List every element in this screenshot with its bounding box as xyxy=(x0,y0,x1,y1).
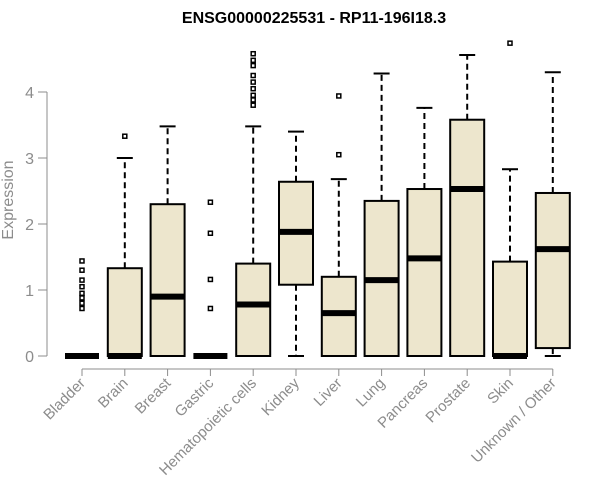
x-tick-label: Kidney xyxy=(258,374,303,419)
y-axis-label: Expression xyxy=(0,160,17,239)
box xyxy=(320,275,357,357)
box-group xyxy=(193,199,228,359)
outlier-point xyxy=(79,267,85,273)
box-group xyxy=(65,258,99,359)
outlier-point xyxy=(250,102,256,108)
outlier-point xyxy=(79,277,85,283)
y-tick-label: 0 xyxy=(25,349,34,366)
box-group xyxy=(106,133,143,359)
outlier-point xyxy=(122,133,128,139)
outlier-point xyxy=(207,199,214,205)
box-group xyxy=(363,72,400,357)
plot-area xyxy=(65,40,571,359)
outlier-point xyxy=(336,93,342,99)
outlier-point xyxy=(207,230,214,236)
box xyxy=(235,262,272,358)
box-group xyxy=(534,71,571,357)
box xyxy=(106,267,143,357)
outlier-point xyxy=(79,283,85,290)
outlier-point xyxy=(207,276,214,283)
outlier-point xyxy=(207,305,214,312)
box-group xyxy=(320,93,357,357)
outlier-point xyxy=(250,85,256,92)
outlier-point xyxy=(250,92,256,99)
box-group xyxy=(149,125,186,357)
outlier-point xyxy=(79,258,85,264)
chart-title: ENSG00000225531 - RP11-196I18.3 xyxy=(182,10,446,27)
box-group xyxy=(492,40,528,359)
outlier-point xyxy=(250,50,256,57)
y-tick-label: 4 xyxy=(25,85,34,102)
box xyxy=(406,188,443,357)
x-tick-label: Breast xyxy=(132,374,175,417)
box xyxy=(492,260,528,357)
box-group xyxy=(235,50,272,358)
y-axis: 0 1 2 3 4 xyxy=(25,85,48,366)
box xyxy=(149,203,186,357)
x-tick-label: Bladder xyxy=(40,375,89,424)
outlier-point xyxy=(336,151,342,158)
outlier-point xyxy=(250,62,256,69)
y-tick-label: 3 xyxy=(25,151,34,168)
outlier-point xyxy=(79,290,85,297)
outlier-point xyxy=(250,97,256,103)
y-tick-label: 1 xyxy=(25,283,34,300)
outlier-point xyxy=(79,295,85,301)
box xyxy=(449,118,486,357)
x-tick-label: Lung xyxy=(353,375,389,411)
y-tick-label: 2 xyxy=(25,217,34,234)
outlier-point xyxy=(507,40,513,46)
box-group xyxy=(449,54,486,357)
outlier-point xyxy=(250,57,256,64)
outlier-point xyxy=(250,79,256,85)
outlier-point xyxy=(79,300,85,306)
x-tick-label: Liver xyxy=(311,375,346,410)
box-group xyxy=(278,130,314,357)
x-tick-label: Prostate xyxy=(422,375,474,427)
outlier-point xyxy=(79,305,85,312)
x-tick-label: Brain xyxy=(95,375,132,412)
outlier-point xyxy=(250,72,256,79)
x-tick-label: Skin xyxy=(484,375,517,408)
box xyxy=(534,191,571,350)
box-group xyxy=(406,106,443,357)
